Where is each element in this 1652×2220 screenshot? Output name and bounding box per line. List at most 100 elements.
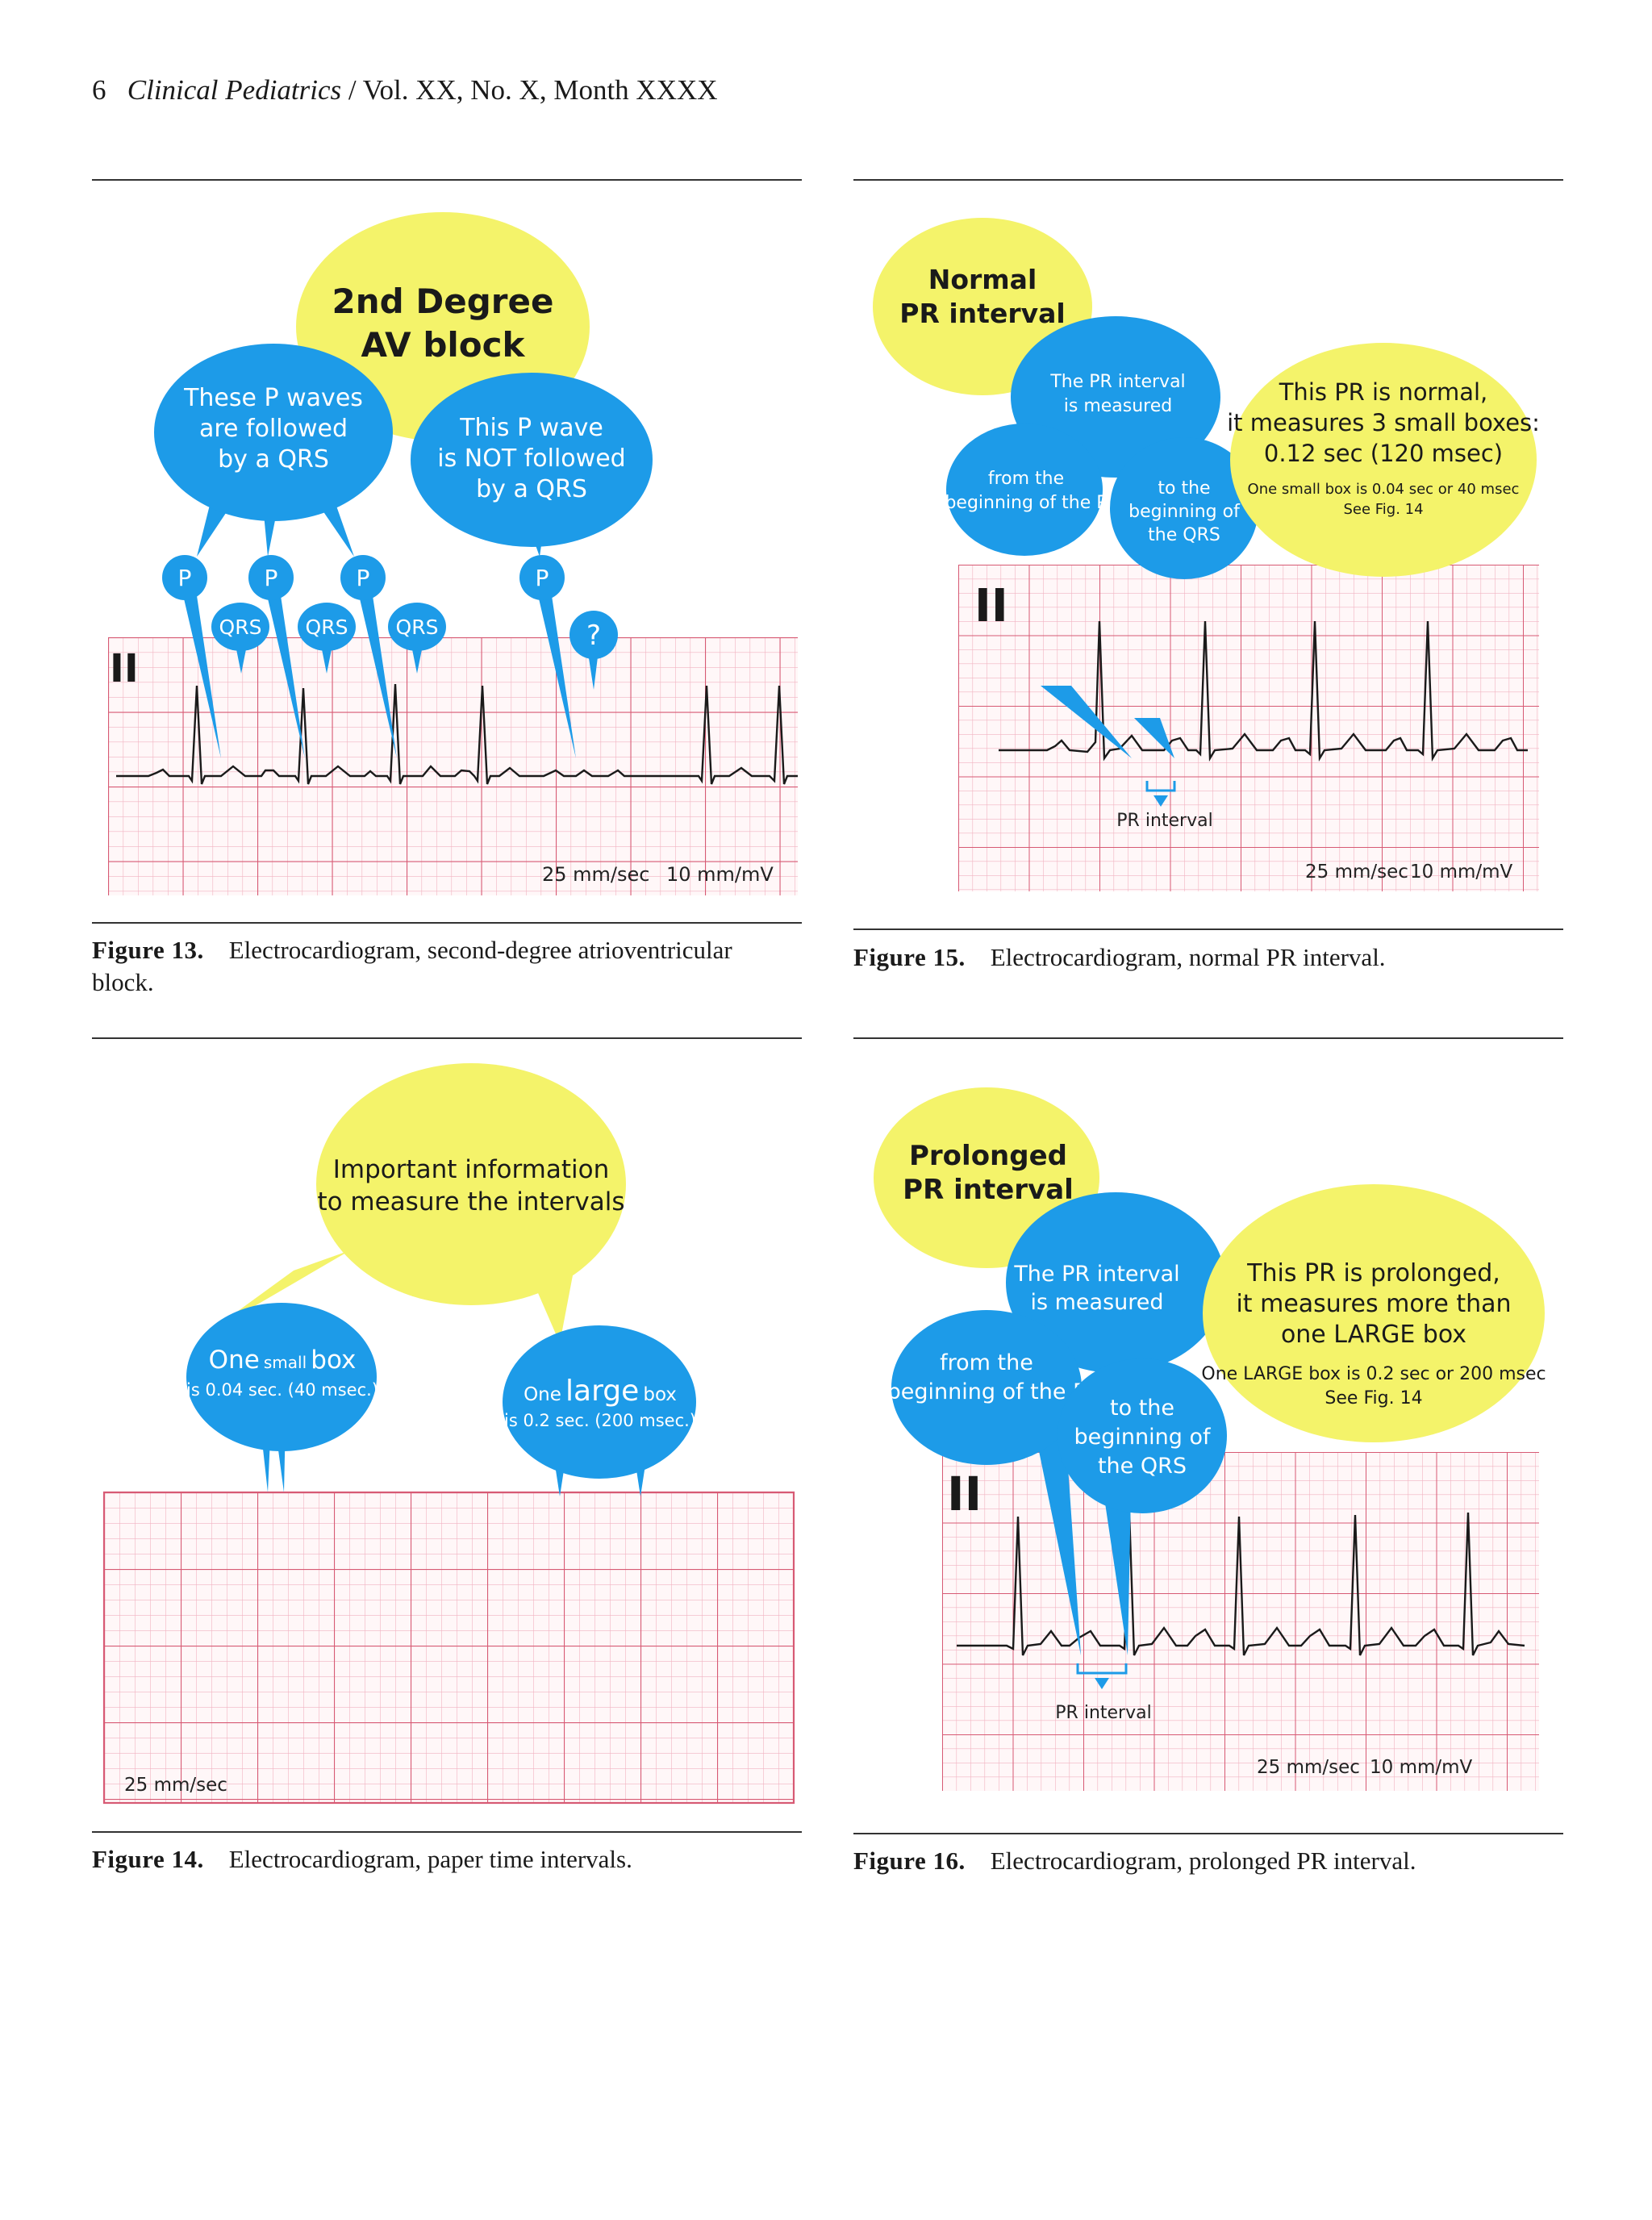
to-line2: beginning of [1128,502,1241,522]
followed-bubble: These P waves are followed by a QRS [154,344,393,557]
from-line1: from the [988,469,1064,489]
measured-line2: is measured [1064,396,1172,416]
caption-label: Figure 15. [853,943,966,971]
fig13-caption-rule [92,922,802,924]
small-box-bubble: One small box is 0.04 sec. (40 msec.) [186,1303,378,1492]
important-bubble: Important information to measure the int… [205,1063,626,1343]
title-line2: PR interval [899,298,1065,329]
figure-15: II 25 mm/sec 10 mm/mV PR interval Normal… [853,202,1563,912]
info-small-line1: One small box is 0.04 sec or 40 msec [1248,481,1520,498]
to-line1: to the [1110,1396,1174,1421]
to-line2: beginning of [1074,1425,1212,1450]
ecg-trace [999,620,1528,762]
question-mark: ? [586,620,601,652]
paper-speed: 25 mm/sec [542,863,649,886]
info-line3: one LARGE box [1281,1321,1466,1349]
not-followed-line3: by a QRS [476,475,587,503]
to-line3: the QRS [1148,525,1220,545]
small-box-word-box: box [311,1346,356,1375]
caption-label: Figure 16. [853,1847,966,1875]
large-box-word-one: One [524,1384,561,1405]
figure-14-caption: Figure 14. Electrocardiogram, paper time… [92,1843,802,1876]
pr-interval-marker: PR interval [1055,1663,1152,1723]
followed-line3: by a QRS [218,445,329,474]
important-line2: to measure the intervals [317,1187,624,1216]
large-box-line1: One large box [524,1375,677,1408]
from-line2: beginning of the P [887,1379,1087,1404]
fig15-caption-rule [853,928,1563,930]
title-line1: Normal [928,264,1037,295]
ecg-trace [116,683,798,785]
info-line1: This PR is prolonged, [1246,1259,1500,1287]
info-bubble: This PR is prolonged, it measures more t… [1201,1184,1546,1442]
caption-label: Figure 14. [92,1845,204,1873]
top-rule-left [92,179,802,181]
lead-label: II [974,580,1008,632]
p-label: P [357,565,370,591]
top-rule-right [853,179,1563,181]
journal-issue: / Vol. XX, No. X, Month XXXX [348,74,718,106]
paper-speed: 25 mm/sec [1257,1757,1360,1778]
lead-label: II [947,1467,982,1521]
qrs-callout-2: QRS [298,603,356,674]
paper-gain: 10 mm/mV [1410,862,1513,883]
caption-text: Electrocardiogram, prolonged PR interval… [990,1847,1416,1875]
paper-speed: 25 mm/sec [124,1775,227,1796]
large-box-line2: is 0.2 sec. (200 msec.) [504,1411,696,1430]
small-box-word-small: small [264,1353,307,1372]
title-line1: 2nd Degree [332,282,554,321]
caption-text-2: block. [92,968,154,996]
not-followed-bubble: This P wave is NOT followed by a QRS [411,373,653,557]
info-small-line2: See Fig. 14 [1343,501,1423,518]
p-callout-3: P [340,555,397,758]
info-line1: This PR is normal, [1279,378,1488,406]
info-bubble: This PR is normal, it measures 3 small b… [1227,343,1540,577]
important-line1: Important information [333,1155,609,1184]
page-number: 6 [92,74,106,106]
qrs-label: QRS [219,616,262,639]
paper-grid [102,1491,795,1805]
ecg-trace [957,1512,1525,1656]
qrs-label: QRS [306,616,348,639]
large-box-word-box: box [643,1384,677,1405]
from-bubble: from the beginning of the P [887,1310,1087,1465]
p-label: P [178,565,192,591]
caption-text: Electrocardiogram, paper time intervals. [228,1845,632,1873]
paper-gain: 10 mm/mV [666,863,774,886]
to-bubble: to the beginning of the QRS [1110,437,1258,579]
to-pointer [1134,718,1174,758]
from-bubble: from the beginning of the P [945,424,1108,556]
mid-rule-left [92,1037,802,1039]
figure-13: II 25 mm/sec 10 mm/mV 2nd Degree AV bloc… [92,202,802,903]
figure-15-caption: Figure 15. Electrocardiogram, normal PR … [853,941,1563,974]
small-box-word-one: One [209,1346,260,1375]
qrs-label: QRS [396,616,439,639]
to-pointer [1103,1492,1131,1655]
info-line2: it measures 3 small boxes: [1227,409,1540,436]
small-box-line2: is 0.04 sec. (40 msec.) [186,1380,378,1400]
figure-16-caption: Figure 16. Electrocardiogram, prolonged … [853,1845,1563,1877]
not-followed-line2: is NOT followed [437,444,625,473]
p-label: P [536,565,549,591]
journal-title: Clinical Pediatrics [127,74,342,106]
measured-line2: is measured [1030,1290,1163,1315]
ecg-grid [108,637,798,895]
pr-interval-marker: PR interval [1116,781,1213,831]
info-small-line1: One LARGE box is 0.2 sec or 200 msec [1201,1364,1546,1384]
small-box-line1: One small box [209,1346,357,1375]
p-callout-4: P [519,555,576,758]
measured-line1: The PR interval [1049,372,1185,392]
paper-speed: 25 mm/sec [1305,862,1408,883]
caption-text: Electrocardiogram, normal PR interval. [990,943,1386,971]
paper-gain: 10 mm/mV [1370,1757,1473,1778]
figure-14: 25 mm/sec Important information to measu… [92,1057,802,1815]
fig14-caption-rule [92,1831,802,1833]
figure-16: II 25 mm/sec 10 mm/mV PR interval Prolon… [853,1057,1563,1823]
followed-line2: are followed [199,415,348,443]
p-callout-1: P [162,555,221,758]
to-line3: the QRS [1098,1454,1187,1479]
caption-text: Electrocardiogram, second-degree atriove… [228,936,732,964]
from-pointer [1041,686,1132,758]
large-box-bubble: One large box is 0.2 sec. (200 msec.) [503,1325,696,1496]
measured-bubble: The PR interval is measured [1006,1192,1225,1373]
